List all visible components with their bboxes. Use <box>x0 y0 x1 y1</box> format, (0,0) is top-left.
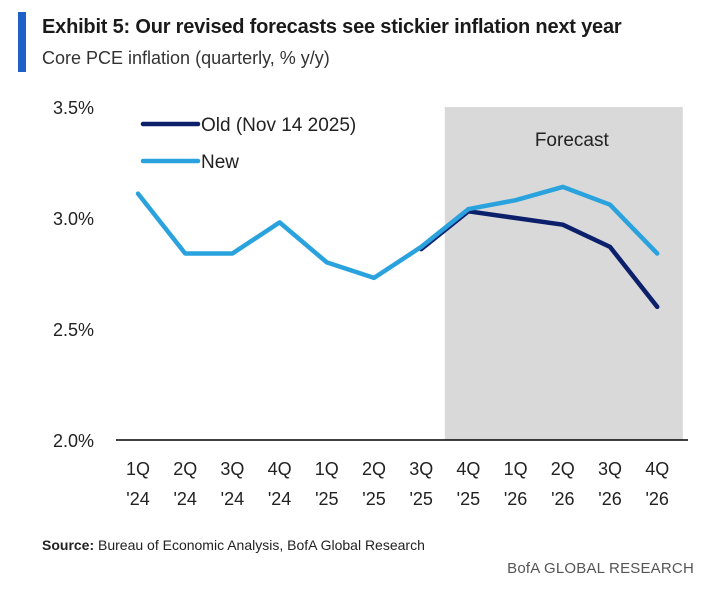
forecast-shade <box>444 107 683 440</box>
x-tick-label: 4Q <box>268 459 292 479</box>
data-point-new <box>326 261 328 263</box>
x-tick-year-label: '25 <box>315 489 338 509</box>
x-tick-label: 2Q <box>173 459 197 479</box>
source-label: Source: <box>42 537 95 553</box>
x-tick-year-label: '26 <box>551 489 574 509</box>
x-tick-year-label: '25 <box>362 489 385 509</box>
x-tick-label: 1Q <box>315 459 339 479</box>
data-point-old <box>562 224 564 226</box>
y-tick-label: 2.0% <box>53 431 94 451</box>
x-tick-label: 1Q <box>504 459 528 479</box>
data-point-new <box>515 199 517 201</box>
x-tick-year-label: '24 <box>268 489 291 509</box>
forecast-label: Forecast <box>535 130 610 151</box>
source-note: Source: Bureau of Economic Analysis, Bof… <box>42 537 425 553</box>
x-tick-year-label: '25 <box>457 489 480 509</box>
x-tick-label: 3Q <box>409 459 433 479</box>
data-point-new <box>137 193 139 195</box>
legend-label-old: Old (Nov 14 2025) <box>201 115 356 136</box>
x-tick-year-label: '25 <box>409 489 432 509</box>
data-point-new <box>609 204 611 206</box>
x-tick-year-label: '24 <box>126 489 149 509</box>
title-accent-bar <box>18 12 26 72</box>
brand-label: BofA GLOBAL RESEARCH <box>507 560 694 577</box>
x-tick-label: 3Q <box>598 459 622 479</box>
data-point-new <box>279 221 281 223</box>
data-point-new <box>467 208 469 210</box>
x-tick-year-label: '26 <box>598 489 621 509</box>
data-point-new <box>184 253 186 255</box>
x-tick-label: 2Q <box>362 459 386 479</box>
data-point-new <box>656 253 658 255</box>
data-point-new <box>231 253 233 255</box>
y-tick-label: 2.5% <box>53 320 94 340</box>
data-point-new <box>562 186 564 188</box>
x-tick-year-label: '24 <box>173 489 196 509</box>
x-tick-label: 3Q <box>220 459 244 479</box>
x-tick-label: 1Q <box>126 459 150 479</box>
data-point-old <box>515 217 517 219</box>
source-text: Bureau of Economic Analysis, BofA Global… <box>98 537 425 553</box>
x-tick-year-label: '26 <box>504 489 527 509</box>
x-tick-year-label: '24 <box>221 489 244 509</box>
chart-title: Exhibit 5: Our revised forecasts see sti… <box>42 16 622 38</box>
data-point-new <box>373 277 375 279</box>
legend-label-new: New <box>201 152 239 173</box>
line-chart: Forecast 2.0% 2.5% 3.0% 3.5% 1Q '24 2Q '24 3Q '24 4… <box>53 98 688 509</box>
data-point-new <box>420 246 422 248</box>
series-line-new <box>135 184 660 281</box>
x-tick-year-label: '26 <box>645 489 668 509</box>
x-tick-label: 2Q <box>551 459 575 479</box>
x-tick-label: 4Q <box>456 459 480 479</box>
y-tick-label: 3.0% <box>53 209 94 229</box>
x-tick-label: 4Q <box>645 459 669 479</box>
y-tick-label: 3.5% <box>53 98 94 118</box>
chart-subtitle: Core PCE inflation (quarterly, % y/y) <box>42 48 330 68</box>
data-point-old <box>656 306 658 308</box>
data-point-old <box>609 246 611 248</box>
